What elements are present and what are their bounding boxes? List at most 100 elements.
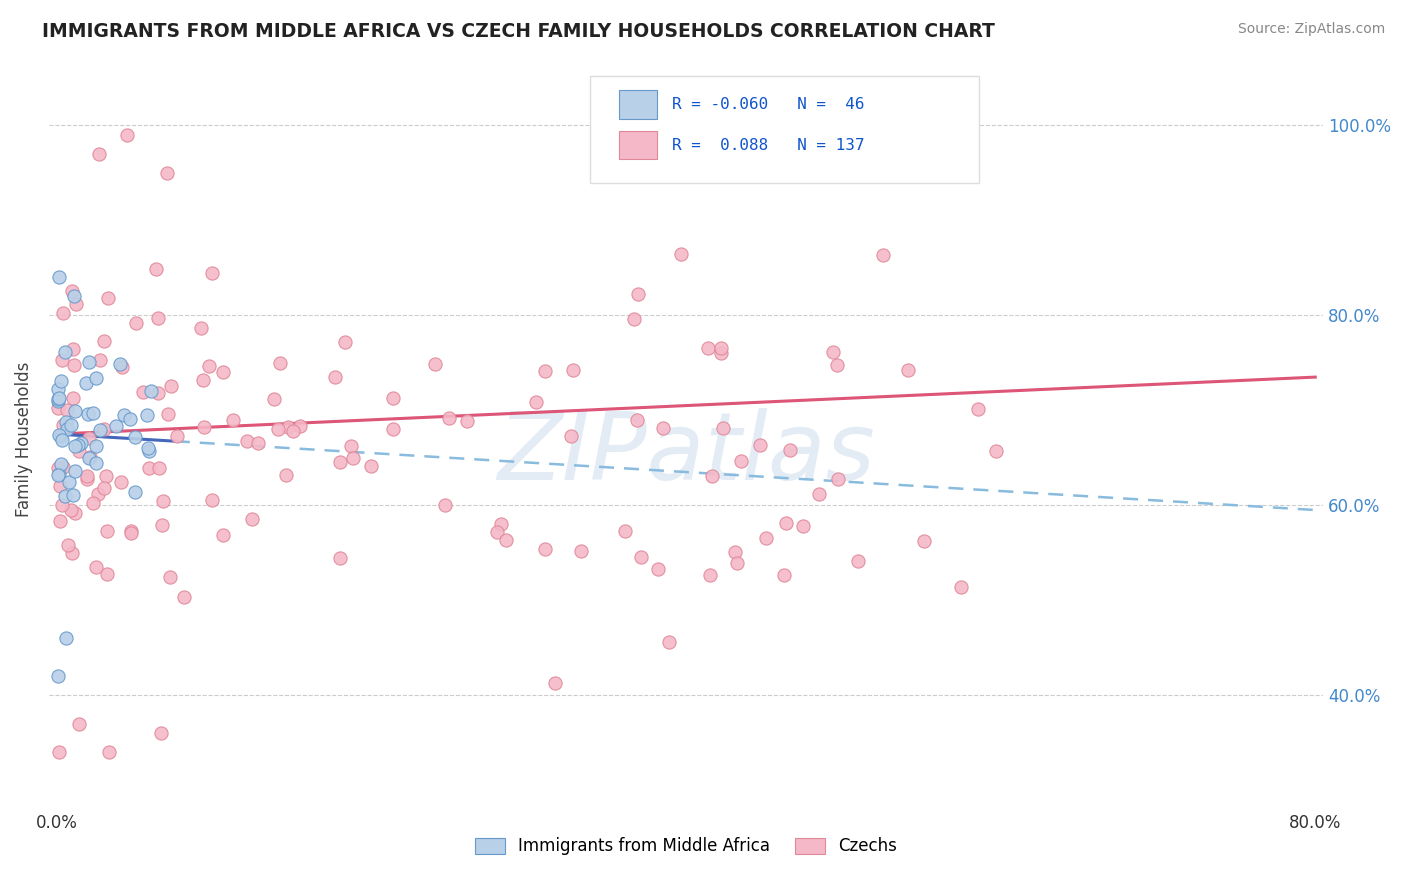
Point [846, 554, 869, 568]
Point [755, 531, 778, 545]
Point [626, 413, 648, 427]
Point [63, 507, 86, 521]
Point [138, 461, 160, 475]
Point [201, 493, 224, 508]
Point [97, 291, 120, 305]
Point [70, 436, 93, 450]
Point [135, 408, 157, 422]
Point [138, 444, 160, 458]
Point [697, 341, 720, 355]
Point [149, 726, 172, 740]
Point [160, 379, 183, 393]
Point [93, 481, 115, 495]
Point [49, 429, 72, 443]
Point [623, 311, 645, 326]
Point [98, 745, 121, 759]
Point [491, 516, 513, 531]
Point [132, 385, 155, 400]
Point [543, 676, 565, 690]
Point [152, 517, 174, 532]
Point [49, 374, 72, 388]
Point [190, 320, 212, 334]
Point [55, 403, 77, 417]
Point [198, 359, 221, 374]
Point [105, 418, 128, 433]
Point [96, 566, 118, 581]
Point [724, 545, 747, 559]
Point [60, 546, 83, 560]
Point [62, 289, 84, 303]
Point [89, 423, 111, 437]
Point [124, 430, 146, 444]
Point [329, 551, 352, 566]
Bar [619, 131, 657, 160]
Point [76, 469, 98, 483]
Point [658, 635, 681, 649]
Point [381, 391, 404, 405]
Point [986, 443, 1008, 458]
Point [48, 394, 70, 409]
Point [779, 442, 801, 457]
Point [67, 716, 90, 731]
Point [52, 459, 75, 474]
Point [773, 568, 796, 582]
Point [775, 516, 797, 530]
Point [711, 421, 734, 435]
Point [48, 461, 70, 475]
Point [212, 527, 235, 541]
Point [62, 488, 84, 502]
Point [792, 519, 814, 533]
Point [236, 434, 259, 448]
Point [67, 437, 90, 451]
Point [136, 441, 159, 455]
Y-axis label: Family Households: Family Households [15, 361, 32, 516]
Text: ZIPatlas: ZIPatlas [498, 409, 875, 500]
Point [110, 475, 132, 489]
Point [84, 439, 107, 453]
Text: IMMIGRANTS FROM MIDDLE AFRICA VS CZECH FAMILY HOUSEHOLDS CORRELATION CHART: IMMIGRANTS FROM MIDDLE AFRICA VS CZECH F… [42, 22, 995, 41]
Point [749, 438, 772, 452]
Point [288, 419, 311, 434]
Point [125, 316, 148, 330]
Point [524, 395, 547, 409]
Point [120, 524, 142, 538]
Point [55, 631, 77, 645]
Point [897, 363, 920, 377]
Point [627, 286, 650, 301]
Point [63, 439, 86, 453]
Point [710, 346, 733, 360]
Point [52, 306, 75, 320]
Point [48, 467, 70, 481]
Text: R =  0.088   N = 137: R = 0.088 N = 137 [672, 137, 865, 153]
Point [79, 450, 101, 465]
Point [115, 128, 138, 142]
Point [120, 526, 142, 541]
Point [51, 499, 73, 513]
Point [67, 443, 90, 458]
Point [950, 580, 973, 594]
Point [423, 358, 446, 372]
Point [534, 363, 557, 377]
Point [173, 590, 195, 604]
Point [560, 429, 582, 443]
Point [381, 422, 404, 436]
Point [79, 450, 101, 465]
Point [89, 352, 111, 367]
Point [276, 467, 298, 482]
Point [333, 334, 356, 349]
Point [329, 454, 352, 468]
Point [222, 413, 245, 427]
Point [534, 541, 557, 556]
Point [827, 472, 849, 486]
Point [65, 296, 87, 310]
Point [486, 524, 509, 539]
Point [49, 457, 72, 471]
Point [647, 562, 669, 576]
Point [51, 352, 73, 367]
Point [699, 568, 721, 582]
Point [139, 384, 162, 398]
Point [62, 343, 84, 357]
Legend: Immigrants from Middle Africa, Czechs: Immigrants from Middle Africa, Czechs [467, 829, 905, 863]
Point [146, 385, 169, 400]
Point [76, 472, 98, 486]
